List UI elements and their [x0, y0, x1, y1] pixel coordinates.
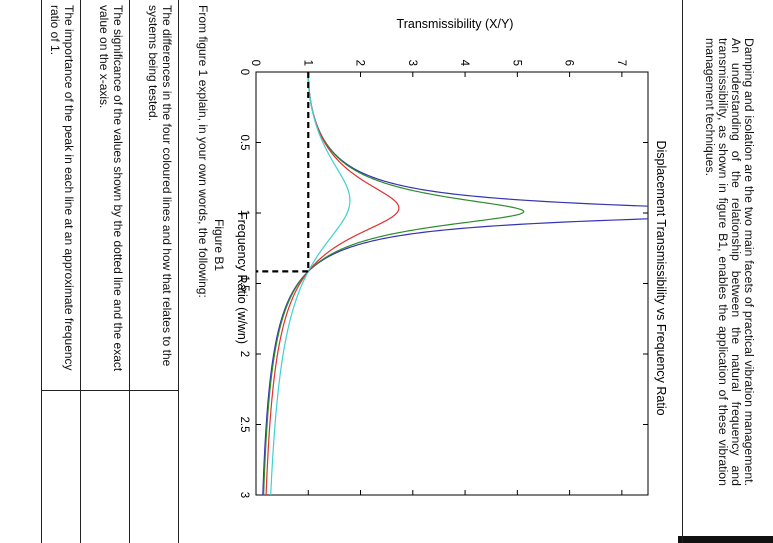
question-table: The differences in the four coloured lin…: [41, 0, 179, 543]
question-1-text: The differences in the four coloured lin…: [129, 0, 179, 391]
x-tick-label: 1: [238, 210, 250, 216]
x-tick-label: 0.5: [238, 135, 250, 151]
y-tick-label: 5: [510, 60, 522, 66]
question-row: The differences in the four coloured lin…: [129, 0, 179, 543]
chart-axes: 0 1 2 3 4 5 6 7 0 0.5 1 1.5 2 2.5 3: [238, 60, 649, 498]
x-tick-label: 2.5: [238, 417, 250, 433]
y-tick-label: 2: [354, 60, 366, 66]
series-line-2: [263, 72, 525, 495]
top-rule: [682, 0, 683, 543]
intro-paragraph: Damping and isolation are the two main f…: [703, 38, 756, 486]
series-line-3: [265, 72, 400, 495]
y-tick-label: 7: [615, 60, 627, 66]
plot-frame: [255, 71, 649, 496]
chart-series: [262, 72, 648, 495]
instruction-text: From figure 1 explain, in your own words…: [196, 5, 210, 298]
series-line-4: [270, 72, 351, 495]
question-1-answer-cell[interactable]: [129, 390, 179, 543]
x-tick-label: 2: [238, 351, 250, 357]
y-tick-label: 1: [301, 60, 313, 66]
x-tick-label: 1.5: [238, 276, 250, 292]
figure-caption: Figure B1: [212, 218, 226, 272]
y-tick-label: 0: [249, 60, 261, 66]
x-tick-label: 3: [238, 492, 250, 498]
question-row: The importance of the peak in each line …: [41, 0, 81, 543]
chart-reference-lines: [256, 72, 310, 273]
question-2-text: The significance of the values shown by …: [80, 0, 130, 391]
y-tick-label: 6: [563, 60, 575, 66]
transmissibility-chart: 0 1 2 3 4 5 6 7 0 0.5 1 1.5 2 2.5 3 Displacement Trans…: [235, 17, 668, 498]
y-tick-label: 3: [406, 60, 418, 66]
question-row: The significance of the values shown by …: [80, 0, 130, 543]
chart-title: Displacement Transmissibility vs Frequen…: [654, 140, 668, 415]
question-3-text: The importance of the peak in each line …: [41, 0, 81, 391]
page-edge-bar: [678, 536, 773, 543]
chart-x-axis-label: Frequency Ratio (w/wn): [235, 212, 249, 344]
x-tick-label: 0: [238, 69, 250, 75]
question-2-answer-cell[interactable]: [80, 390, 130, 543]
chart-y-axis-label: Transmissibility (X/Y): [397, 17, 514, 31]
question-3-answer-cell[interactable]: [41, 390, 81, 543]
y-tick-label: 4: [458, 60, 470, 67]
